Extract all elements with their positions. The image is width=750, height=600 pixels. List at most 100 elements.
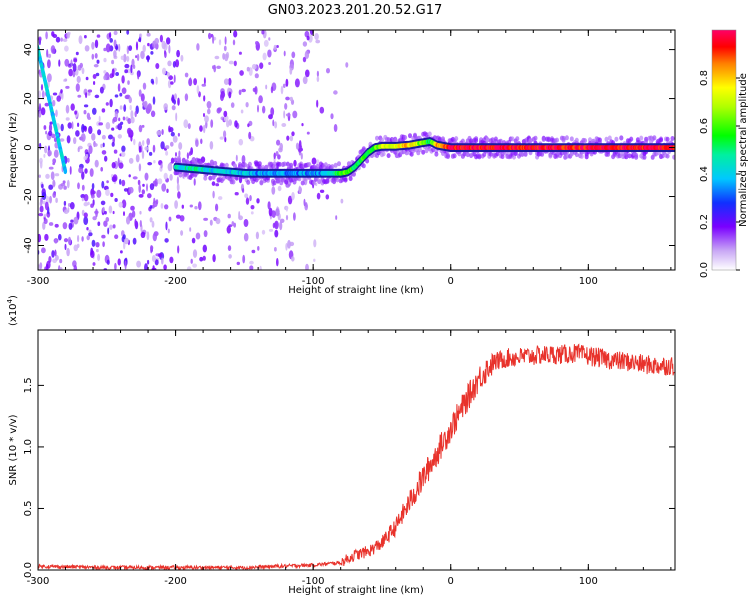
spectrogram-cell (319, 106, 325, 114)
spectrogram-cell (249, 195, 252, 202)
spectrogram-cell (42, 200, 46, 205)
spectrogram-cell (291, 51, 296, 59)
spectrogram-cell (113, 50, 117, 58)
spectrogram-cell (215, 203, 219, 212)
spectrogram-cell (219, 136, 224, 140)
spectrogram-cell (176, 49, 181, 58)
spectrogram-cell (169, 174, 173, 181)
spectrogram-cell (247, 161, 252, 167)
x-tick-label: -100 (302, 576, 325, 587)
spectrogram-cell (333, 162, 338, 168)
spectrogram-cell (40, 107, 46, 116)
spectrogram-cell (67, 207, 70, 213)
spectrogram-cell (101, 108, 106, 113)
spectrogram-cell (223, 78, 229, 85)
spectrogram-cell (200, 138, 203, 145)
spectrogram-cell (132, 237, 137, 245)
spectrogram-cell (68, 68, 74, 77)
spectrogram-cell (271, 210, 276, 218)
spectrogram-cell (81, 171, 85, 180)
spectrogram-cell (52, 192, 56, 198)
spectrogram-cell (268, 62, 271, 65)
spectrogram-cell (41, 247, 46, 254)
spectrogram-cell (242, 254, 246, 264)
spectrogram-cell (64, 58, 70, 67)
spectrogram-cell (181, 158, 186, 164)
spectrogram-cell (166, 37, 171, 45)
spectrogram-cell (81, 67, 85, 75)
spectrogram-cell (207, 108, 211, 115)
spectrogram-cell (203, 124, 206, 134)
spectrogram-cell (627, 153, 632, 159)
spectrogram-cell (183, 119, 189, 129)
spectrogram-cell (124, 260, 127, 270)
spectrogram-cell (120, 250, 123, 254)
spectrogram-cell (121, 145, 126, 153)
colorbar-tick-label: 0.0 (699, 262, 710, 278)
spectrogram-cell (227, 213, 231, 219)
spectrogram-cell (242, 188, 245, 193)
spectrogram-cell (138, 184, 141, 193)
spectrogram-cell (109, 38, 113, 43)
spectrogram-cell (83, 216, 89, 225)
spectrogram-cell (274, 247, 277, 252)
spectrogram-cell (307, 162, 312, 167)
spectrogram-cell (43, 125, 47, 130)
spectrogram-cell (119, 92, 123, 97)
spectrogram-cell (238, 89, 242, 96)
spectrogram-cell (62, 38, 68, 42)
spectrogram-cell (118, 117, 121, 122)
spectrogram-cell (67, 236, 72, 245)
spectrogram-cell (39, 161, 43, 169)
spectrogram-cell (411, 148, 416, 154)
spectrogram-cell (460, 138, 465, 144)
spectrogram-cell (255, 41, 259, 45)
spectrogram-cell (40, 84, 44, 91)
spectrogram-cell (114, 94, 119, 98)
spectrogram-cell (644, 138, 649, 144)
spectrogram-cell (186, 152, 189, 160)
spectrogram-cell (112, 210, 115, 215)
spectrogram-cell (119, 105, 123, 110)
spectrogram-cell (171, 105, 176, 111)
spectrogram-cell (117, 134, 123, 139)
spectrogram-cell (161, 40, 166, 50)
spectrogram-cell (47, 53, 52, 59)
spectrogram-cell (333, 90, 338, 95)
spectrogram-cell (71, 121, 74, 130)
spectrogram-cell (337, 161, 341, 167)
spectrogram-cell (254, 161, 259, 167)
spectrogram-cell (139, 210, 142, 215)
spectrogram-cell (93, 81, 96, 85)
spectrogram-cell (101, 234, 106, 239)
spectrogram-cell (546, 137, 551, 143)
spectrogram-cell (55, 197, 58, 203)
spectrogram-cell (213, 64, 217, 73)
spectrogram-cell (127, 118, 132, 124)
spectrogram-cell (209, 219, 213, 226)
spectrogram-cell (163, 103, 168, 111)
spectrogram-cell (88, 229, 92, 233)
spectrogram-cell (211, 181, 216, 186)
trace-cell (63, 168, 68, 175)
spectrogram-cell (103, 220, 108, 227)
spectrogram-cell (167, 162, 173, 172)
spectrogram-cell (92, 262, 96, 266)
spectrogram-cell (165, 150, 169, 156)
spectrogram-cell (606, 151, 611, 157)
spectrogram-cell (43, 218, 48, 225)
spectrogram-cell (178, 172, 183, 178)
spectrogram-ylabel: Frequency (Hz) (8, 112, 19, 188)
spectrogram-cell (121, 199, 127, 209)
y-tick-label: 40 (23, 43, 34, 56)
spectrogram-cell (280, 85, 284, 95)
spectrogram-cell (194, 206, 198, 210)
spectrogram-cell (63, 200, 67, 206)
spectrogram-cell (230, 102, 235, 108)
spectrogram-cell (76, 75, 81, 84)
spectrogram-cell (47, 149, 52, 157)
spectrogram-cell (247, 123, 250, 128)
spectrogram-cell (128, 96, 132, 104)
spectrogram-cell (665, 136, 670, 142)
spectrogram-cell (274, 121, 278, 129)
